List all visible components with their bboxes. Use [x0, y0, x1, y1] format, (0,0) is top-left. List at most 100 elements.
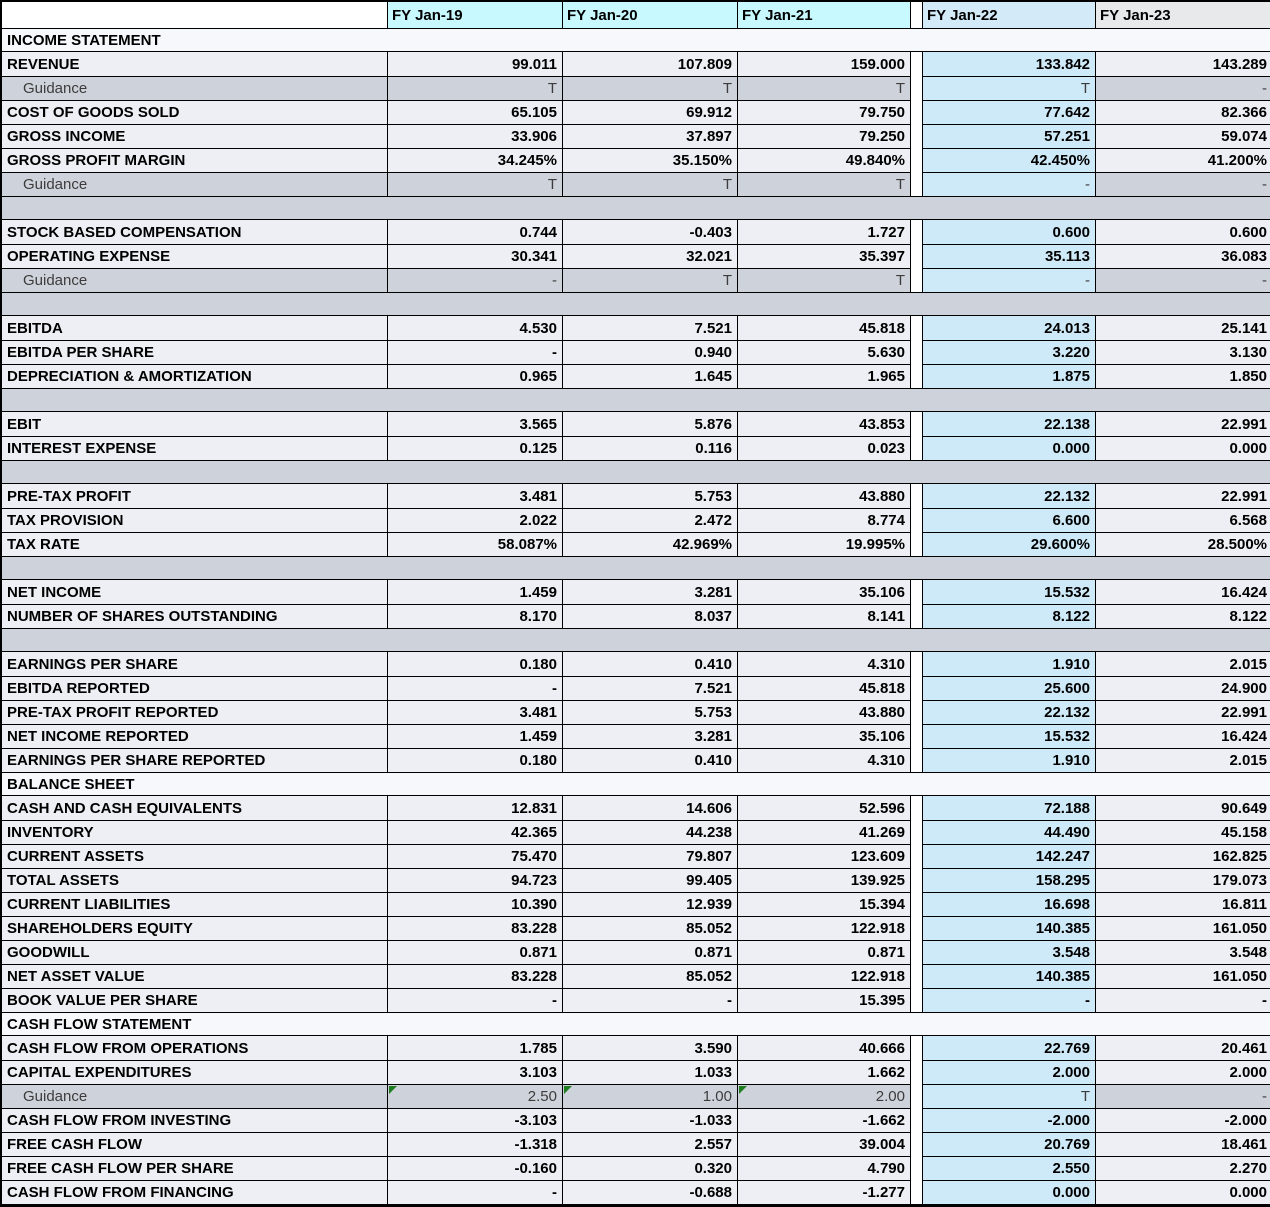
value-cell[interactable]: 22.991 — [1095, 484, 1270, 508]
value-cell[interactable]: 1.910 — [922, 748, 1095, 772]
row-label[interactable]: NET INCOME — [2, 580, 387, 604]
value-cell[interactable]: 5.753 — [562, 700, 737, 724]
guidance-cell[interactable]: - — [1095, 76, 1270, 100]
value-cell[interactable]: 22.991 — [1095, 412, 1270, 436]
value-cell[interactable]: 35.397 — [737, 244, 910, 268]
value-cell[interactable]: 42.969% — [562, 532, 737, 556]
guidance-cell[interactable]: T — [562, 172, 737, 196]
value-cell[interactable]: 12.939 — [562, 892, 737, 916]
value-cell[interactable]: 8.774 — [737, 508, 910, 532]
value-cell[interactable]: 83.228 — [387, 916, 562, 940]
row-label[interactable]: EARNINGS PER SHARE — [2, 652, 387, 676]
value-cell[interactable]: 0.871 — [562, 940, 737, 964]
value-cell[interactable]: 8.122 — [1095, 604, 1270, 628]
value-cell[interactable]: 0.320 — [562, 1156, 737, 1180]
value-cell[interactable]: 159.000 — [737, 52, 910, 76]
value-cell[interactable]: 99.405 — [562, 868, 737, 892]
value-cell[interactable]: -0.160 — [387, 1156, 562, 1180]
value-cell[interactable]: -3.103 — [387, 1108, 562, 1132]
value-cell[interactable]: 5.753 — [562, 484, 737, 508]
value-cell[interactable]: -2.000 — [1095, 1108, 1270, 1132]
row-label[interactable]: GROSS PROFIT MARGIN — [2, 148, 387, 172]
guidance-cell[interactable]: - — [1095, 172, 1270, 196]
row-label[interactable]: TAX RATE — [2, 532, 387, 556]
row-label[interactable]: NUMBER OF SHARES OUTSTANDING — [2, 604, 387, 628]
value-cell[interactable]: 22.138 — [922, 412, 1095, 436]
value-cell[interactable]: 5.630 — [737, 340, 910, 364]
value-cell[interactable]: 33.906 — [387, 124, 562, 148]
value-cell[interactable]: 3.548 — [922, 940, 1095, 964]
value-cell[interactable]: 44.238 — [562, 820, 737, 844]
value-cell[interactable]: 22.991 — [1095, 700, 1270, 724]
value-cell[interactable]: 82.366 — [1095, 100, 1270, 124]
row-label[interactable]: FREE CASH FLOW — [2, 1132, 387, 1156]
guidance-label[interactable]: Guidance — [2, 268, 387, 292]
guidance-cell[interactable]: T — [922, 76, 1095, 100]
value-cell[interactable]: 5.876 — [562, 412, 737, 436]
row-label[interactable]: CASH FLOW FROM INVESTING — [2, 1108, 387, 1132]
value-cell[interactable]: 8.170 — [387, 604, 562, 628]
value-cell[interactable]: 0.023 — [737, 436, 910, 460]
guidance-label[interactable]: Guidance — [2, 76, 387, 100]
value-cell[interactable]: 0.125 — [387, 436, 562, 460]
value-cell[interactable]: 139.925 — [737, 868, 910, 892]
value-cell[interactable]: 43.853 — [737, 412, 910, 436]
row-label[interactable]: CASH AND CASH EQUIVALENTS — [2, 796, 387, 820]
value-cell[interactable]: 59.074 — [1095, 124, 1270, 148]
row-label[interactable]: INVENTORY — [2, 820, 387, 844]
guidance-cell[interactable]: T — [737, 268, 910, 292]
value-cell[interactable]: - — [387, 988, 562, 1012]
value-cell[interactable]: -0.688 — [562, 1180, 737, 1204]
value-cell[interactable]: 179.073 — [1095, 868, 1270, 892]
value-cell[interactable]: 22.132 — [922, 484, 1095, 508]
value-cell[interactable]: 10.390 — [387, 892, 562, 916]
col-header-fy-jan-19[interactable]: FY Jan-19 — [387, 2, 562, 28]
value-cell[interactable]: 45.818 — [737, 316, 910, 340]
row-label[interactable]: GOODWILL — [2, 940, 387, 964]
value-cell[interactable]: 16.424 — [1095, 724, 1270, 748]
value-cell[interactable]: 6.600 — [922, 508, 1095, 532]
value-cell[interactable]: 1.459 — [387, 580, 562, 604]
value-cell[interactable]: 30.341 — [387, 244, 562, 268]
row-label[interactable]: EBITDA REPORTED — [2, 676, 387, 700]
value-cell[interactable]: 2.000 — [1095, 1060, 1270, 1084]
value-cell[interactable]: 161.050 — [1095, 916, 1270, 940]
value-cell[interactable]: 158.295 — [922, 868, 1095, 892]
guidance-label[interactable]: Guidance — [2, 172, 387, 196]
value-cell[interactable]: 79.750 — [737, 100, 910, 124]
row-label[interactable]: GROSS INCOME — [2, 124, 387, 148]
value-cell[interactable]: 2.472 — [562, 508, 737, 532]
value-cell[interactable]: 0.600 — [922, 220, 1095, 244]
value-cell[interactable]: 0.410 — [562, 652, 737, 676]
value-cell[interactable]: 75.470 — [387, 844, 562, 868]
value-cell[interactable]: 3.130 — [1095, 340, 1270, 364]
row-label[interactable]: STOCK BASED COMPENSATION — [2, 220, 387, 244]
row-label[interactable]: EARNINGS PER SHARE REPORTED — [2, 748, 387, 772]
value-cell[interactable]: 0.000 — [1095, 436, 1270, 460]
value-cell[interactable]: 0.871 — [387, 940, 562, 964]
row-label[interactable]: EBITDA PER SHARE — [2, 340, 387, 364]
value-cell[interactable]: 37.897 — [562, 124, 737, 148]
value-cell[interactable]: 1.645 — [562, 364, 737, 388]
value-cell[interactable]: 4.310 — [737, 748, 910, 772]
value-cell[interactable]: 32.021 — [562, 244, 737, 268]
value-cell[interactable]: -1.318 — [387, 1132, 562, 1156]
value-cell[interactable]: - — [387, 340, 562, 364]
value-cell[interactable]: 0.965 — [387, 364, 562, 388]
value-cell[interactable]: 15.532 — [922, 724, 1095, 748]
value-cell[interactable]: 0.600 — [1095, 220, 1270, 244]
value-cell[interactable]: 162.825 — [1095, 844, 1270, 868]
value-cell[interactable]: 34.245% — [387, 148, 562, 172]
guidance-cell[interactable]: T — [387, 76, 562, 100]
value-cell[interactable]: 44.490 — [922, 820, 1095, 844]
value-cell[interactable]: 3.590 — [562, 1036, 737, 1060]
row-label[interactable]: CURRENT ASSETS — [2, 844, 387, 868]
value-cell[interactable]: - — [562, 988, 737, 1012]
value-cell[interactable]: - — [387, 676, 562, 700]
value-cell[interactable]: 2.022 — [387, 508, 562, 532]
value-cell[interactable]: 83.228 — [387, 964, 562, 988]
value-cell[interactable]: 3.565 — [387, 412, 562, 436]
value-cell[interactable]: -1.033 — [562, 1108, 737, 1132]
value-cell[interactable]: 85.052 — [562, 964, 737, 988]
value-cell[interactable]: -2.000 — [922, 1108, 1095, 1132]
